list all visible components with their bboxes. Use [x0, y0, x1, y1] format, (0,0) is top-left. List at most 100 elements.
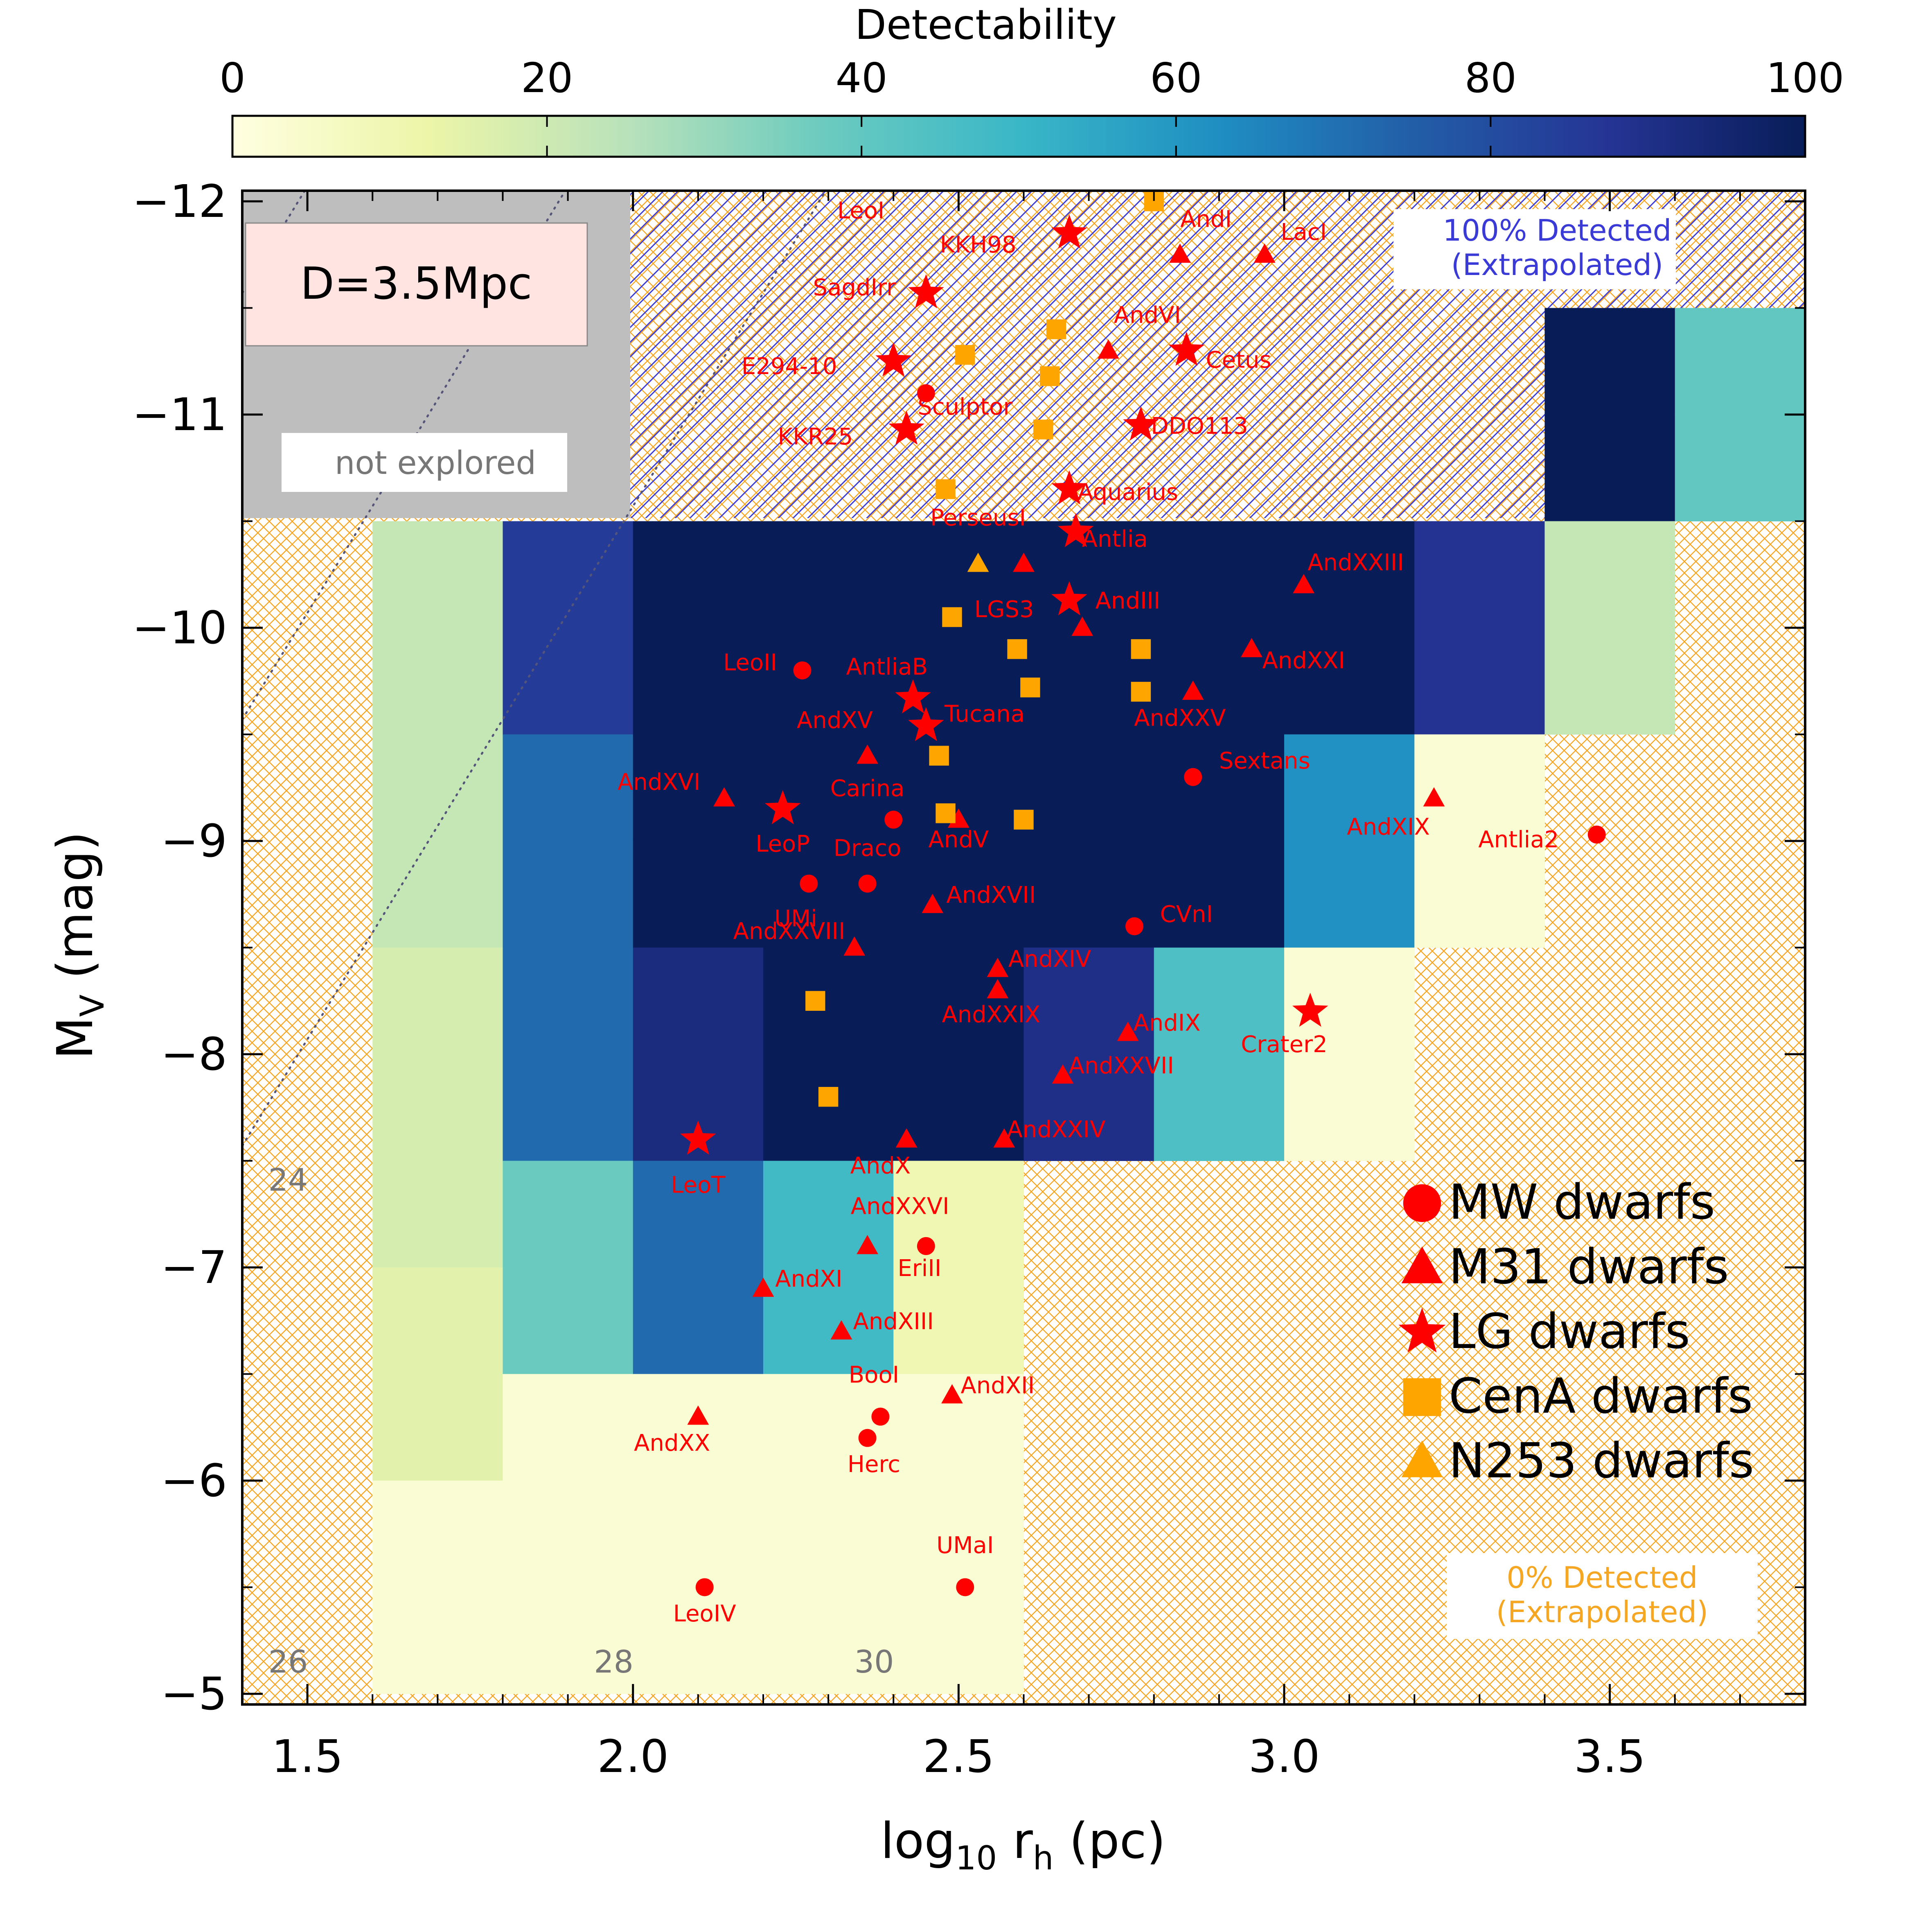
- heatmap-cell: [763, 841, 894, 948]
- data-point: [1039, 366, 1060, 386]
- heatmap-cell: [763, 734, 894, 841]
- data-point: [917, 1237, 935, 1255]
- heatmap-cell: [633, 1161, 764, 1268]
- data-point: [1033, 419, 1053, 440]
- data-point: [884, 171, 902, 189]
- heatmap-cell: [633, 734, 764, 841]
- not-explored-label: not explored: [335, 445, 536, 482]
- heatmap-cell: [503, 841, 633, 948]
- heatmap-cell: [1154, 628, 1285, 735]
- legend-marker: [1401, 1440, 1443, 1477]
- distance-label: D=3.5Mpc: [300, 258, 532, 309]
- y-tick-label: −12: [132, 175, 227, 228]
- data-point: [1057, 513, 1094, 547]
- y-tick-label: −8: [161, 1028, 227, 1080]
- point-label: AndXXV: [1134, 705, 1226, 732]
- data-point: [908, 707, 944, 741]
- data-point: [793, 661, 812, 680]
- heatmap-cell: [893, 841, 1024, 948]
- heatmap-cell: [372, 1587, 503, 1694]
- surface-brightness-label: 28: [594, 1643, 633, 1680]
- point-label: E294-10: [742, 353, 837, 380]
- point-label: AndXI: [775, 1266, 842, 1292]
- heatmap-cell: [1675, 308, 1805, 415]
- heatmap-cell: [1284, 521, 1415, 628]
- legend-marker: [1398, 1308, 1446, 1353]
- data-point: [987, 979, 1009, 999]
- heatmap-cell: [1154, 734, 1285, 841]
- y-tick-label: −10: [132, 602, 227, 654]
- point-label: AndXII: [960, 1372, 1035, 1399]
- data-point: [764, 790, 801, 825]
- data-point: [922, 894, 944, 913]
- x-tick-label: 3.5: [1574, 1730, 1646, 1783]
- data-point: [695, 1578, 714, 1596]
- colorbar-tick-label: 20: [521, 54, 573, 102]
- point-label: KKR25: [778, 424, 853, 450]
- point-label: Sextans: [1219, 748, 1310, 774]
- data-point: [942, 607, 962, 627]
- data-point: [1097, 339, 1119, 359]
- data-point: [752, 1277, 774, 1297]
- point-label: Draco: [834, 835, 902, 861]
- heatmap-cell: [633, 841, 764, 948]
- detected-100-line1: 100% Detected: [1443, 213, 1672, 248]
- point-label: AndXIII: [853, 1308, 934, 1335]
- dwarf-points: Sculptor LeoII Sextans Carina Draco UMi CVnI Er…: [618, 171, 1606, 1627]
- data-point: [1293, 574, 1315, 593]
- point-label: BooI: [849, 1362, 899, 1388]
- heatmap-cell: [893, 947, 1024, 1055]
- point-label: AndI: [1180, 206, 1232, 233]
- colorbar-tick-label: 0: [219, 54, 246, 102]
- heatmap-cell: [1675, 415, 1805, 522]
- point-label: Crater2: [1241, 1031, 1328, 1058]
- heatmap-cell: [503, 1480, 633, 1587]
- point-label: LacI: [1280, 219, 1327, 246]
- legend-marker: [1403, 1184, 1441, 1222]
- detected-0-line2: (Extrapolated): [1496, 1595, 1708, 1629]
- data-point: [1123, 406, 1159, 441]
- heatmap-cell: [503, 947, 633, 1055]
- y-tick-label: −5: [161, 1668, 227, 1720]
- point-label: DDO113: [1151, 413, 1248, 440]
- data-point: [987, 958, 1009, 977]
- heatmap-cell: [372, 1374, 503, 1481]
- heatmap-cell: [503, 1054, 633, 1161]
- legend-label: N253 dwarfs: [1449, 1432, 1754, 1489]
- point-label: AndX: [850, 1153, 911, 1179]
- point-label: LGS3: [974, 596, 1034, 623]
- heatmap-cell: [372, 1267, 503, 1374]
- data-point: [1117, 1021, 1139, 1041]
- y-tick-label: −7: [161, 1241, 227, 1294]
- point-label: EriII: [897, 1255, 941, 1282]
- data-point: [884, 810, 903, 829]
- heatmap-cell: [763, 1267, 894, 1374]
- point-label: Carina: [830, 776, 905, 802]
- data-point: [1184, 768, 1202, 786]
- data-point: [875, 342, 912, 377]
- heatmap-cell: [1414, 734, 1545, 841]
- point-label: AndXX: [634, 1430, 710, 1456]
- heatmap-cell: [1284, 1054, 1415, 1161]
- axis-ticks: 1.5 2.0 2.5 3.0 3.5 −12 −11 −10 −9 −8 −7 −6 −5: [132, 175, 1806, 1783]
- data-point: [871, 1407, 890, 1426]
- heatmap-cell: [893, 1480, 1024, 1587]
- heatmap-cell: [633, 1267, 764, 1374]
- point-label: AndXXIII: [1308, 549, 1404, 576]
- data-point: [1051, 581, 1087, 615]
- data-point: [857, 744, 878, 764]
- data-point: [1125, 917, 1144, 936]
- not-explored-box: not explored: [282, 433, 567, 492]
- detected-0-box: 0% Detected (Extrapolated): [1447, 1553, 1758, 1639]
- surface-brightness-label: 26: [268, 1643, 308, 1680]
- point-label: AndXXVIII: [733, 918, 845, 945]
- data-point: [1241, 638, 1262, 657]
- point-label: Cetus: [1206, 347, 1271, 373]
- point-label: SagdIrr: [813, 274, 897, 301]
- data-point: [967, 552, 989, 572]
- data-point: [917, 384, 935, 402]
- data-point: [1182, 681, 1204, 700]
- data-point: [1007, 639, 1027, 659]
- data-point: [1131, 682, 1151, 702]
- data-point: [956, 1578, 974, 1596]
